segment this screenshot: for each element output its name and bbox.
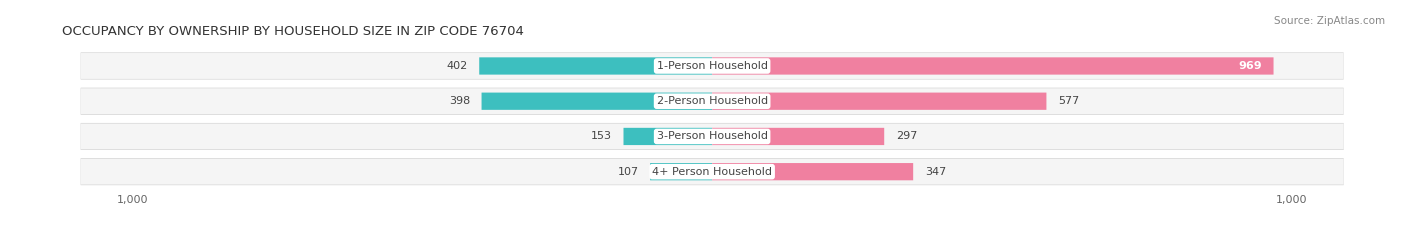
Text: 153: 153 bbox=[591, 131, 612, 141]
FancyBboxPatch shape bbox=[80, 158, 1344, 185]
Text: 2-Person Household: 2-Person Household bbox=[657, 96, 768, 106]
FancyBboxPatch shape bbox=[650, 163, 713, 180]
FancyBboxPatch shape bbox=[80, 123, 1344, 150]
Text: OCCUPANCY BY OWNERSHIP BY HOUSEHOLD SIZE IN ZIP CODE 76704: OCCUPANCY BY OWNERSHIP BY HOUSEHOLD SIZE… bbox=[62, 25, 524, 38]
Text: 402: 402 bbox=[446, 61, 468, 71]
FancyBboxPatch shape bbox=[80, 88, 1344, 114]
FancyBboxPatch shape bbox=[479, 57, 713, 75]
FancyBboxPatch shape bbox=[80, 52, 1344, 79]
Text: Source: ZipAtlas.com: Source: ZipAtlas.com bbox=[1274, 16, 1385, 26]
Text: 4+ Person Household: 4+ Person Household bbox=[652, 167, 772, 177]
Text: 297: 297 bbox=[896, 131, 917, 141]
FancyBboxPatch shape bbox=[80, 159, 1344, 185]
Text: 3-Person Household: 3-Person Household bbox=[657, 131, 768, 141]
FancyBboxPatch shape bbox=[80, 123, 1344, 149]
FancyBboxPatch shape bbox=[80, 88, 1344, 115]
FancyBboxPatch shape bbox=[711, 57, 1274, 75]
Text: 107: 107 bbox=[617, 167, 638, 177]
Text: 969: 969 bbox=[1239, 61, 1263, 71]
FancyBboxPatch shape bbox=[482, 93, 713, 110]
FancyBboxPatch shape bbox=[80, 53, 1344, 79]
Text: 398: 398 bbox=[449, 96, 470, 106]
FancyBboxPatch shape bbox=[711, 128, 884, 145]
Text: 347: 347 bbox=[925, 167, 946, 177]
FancyBboxPatch shape bbox=[623, 128, 713, 145]
Text: 577: 577 bbox=[1057, 96, 1080, 106]
Text: 1-Person Household: 1-Person Household bbox=[657, 61, 768, 71]
FancyBboxPatch shape bbox=[711, 93, 1046, 110]
FancyBboxPatch shape bbox=[711, 163, 912, 180]
